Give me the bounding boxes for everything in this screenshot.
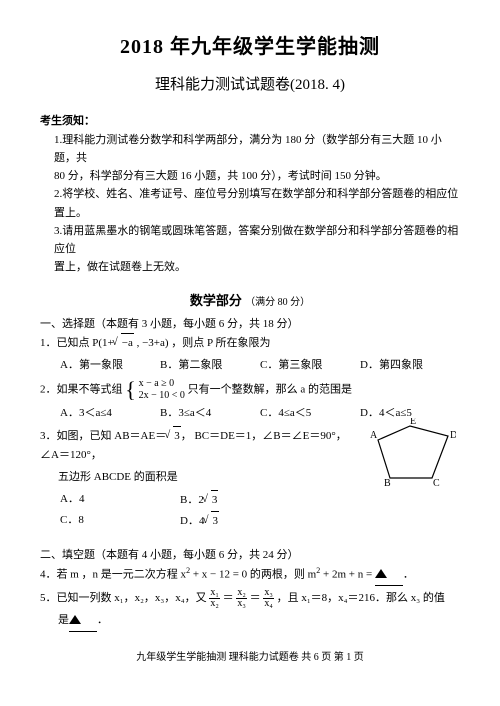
notice-3a: 3.请用蓝黑墨水的钢笔或圆珠笔答题，答案分别做在数学部分和科学部分答题卷的相应位: [54, 222, 460, 258]
subtitle: 理科能力测试试题卷(2018. 4): [40, 73, 460, 94]
q2-B: B．3≤a＜4: [160, 404, 260, 424]
q5-eq1: ＝: [223, 592, 234, 604]
q1-B: B．第二象限: [160, 356, 260, 376]
q3-figure: A E D C B: [368, 418, 456, 488]
q1-stem-c: , −3+a) ，则点 P 所在象限为: [134, 337, 271, 349]
q4-b: + x − 12 = 0 的两根，则 m: [190, 568, 316, 580]
q2-sys1: x − a ≥ 0: [139, 378, 185, 390]
q2-system: x − a ≥ 0 2x − 10 < 0: [139, 378, 185, 402]
q5-l2: 是．: [40, 611, 460, 632]
notice-1a: 1.理科能力测试卷分数学和科学两部分，满分为 180 分（数学部分有三大题 10…: [54, 131, 460, 167]
notice-2: 2.将学校、姓名、准考证号、座位号分别填写在数学部分和科学部分答题卷的相应位置上…: [54, 185, 460, 221]
section-2-head: 二、填空题（本题有 4 小题，每小题 6 分，共 24 分）: [40, 546, 460, 562]
math-section-head: 数学部分 （满分 80 分）: [40, 290, 460, 309]
q1-options: A．第一象限 B．第二象限 C．第三象限 D．第四象限: [60, 356, 460, 376]
q5-a: 5．已知一列数 x₁，x₂，x₃，x₄，又: [40, 592, 207, 604]
main-title: 2018 年九年级学生学能抽测: [40, 30, 460, 59]
q1-D: D．第四象限: [360, 356, 460, 376]
q5-f3: x₃x₄: [263, 588, 274, 609]
q3-C: C．8: [60, 511, 180, 532]
q5-f1: x₁x₂: [209, 588, 220, 609]
q2-sys2: 2x − 10 < 0: [139, 390, 185, 402]
q2: 2．如果不等式组 { x − a ≥ 0 2x − 10 < 0 只有一个整数解…: [40, 378, 460, 402]
lbl-D: D: [450, 430, 456, 441]
brace-icon: {: [125, 380, 136, 400]
triangle-icon: [375, 569, 387, 578]
q5-f2: x₂x₃: [236, 588, 247, 609]
q5-eq2: ＝: [250, 592, 261, 604]
q2-A: A．3＜a≤4: [60, 404, 160, 424]
q2-tail: 只有一个整数解，那么 a 的范围是: [188, 383, 352, 395]
q2-C: C．4≤a＜5: [260, 404, 360, 424]
section-1-head: 一、选择题（本题有 3 小题，每小题 6 分，共 18 分）: [40, 315, 460, 331]
math-section-title: 数学部分: [190, 293, 242, 308]
q3-options-row2: C．8 D．43: [60, 511, 300, 532]
q3-A: A．4: [60, 490, 180, 511]
math-section-pts: （满分 80 分）: [245, 297, 310, 308]
q2-lead: 2．如果不等式组: [40, 383, 123, 395]
q3-options-row1: A．4 B．23: [60, 490, 300, 511]
notice-list: 1.理科能力测试卷分数学和科学两部分，满分为 180 分（数学部分有三大题 10…: [40, 131, 460, 276]
notice-header: 考生须知：: [40, 112, 460, 128]
q5-blank: [69, 611, 97, 632]
q3-D: D．43: [180, 511, 300, 532]
q4-c: + 2m + n =: [320, 568, 375, 580]
q2-options: A．3＜a≤4 B．3≤a＜4 C．4≤a＜5 D．4＜a≤5: [60, 404, 460, 424]
q1: 1．已知点 P(1+ −a , −3+a) ，则点 P 所在象限为: [40, 333, 460, 354]
q5: 5．已知一列数 x₁，x₂，x₃，x₄，又 x₁x₂ ＝ x₂x₃ ＝ x₃x₄…: [40, 588, 460, 609]
notice-3b: 置上，做在试题卷上无效。: [54, 258, 460, 276]
lbl-A: A: [370, 430, 378, 441]
q3-l1a: 3．如图，已知 AB＝AE＝: [40, 430, 166, 442]
q5-l2-txt: 是: [58, 614, 69, 626]
q4-a: 4．若 m ，n 是一元二次方程 x: [40, 568, 186, 580]
q4: 4．若 m ，n 是一元二次方程 x2 + x − 12 = 0 的两根，则 m…: [40, 564, 460, 586]
notice-1b: 80 分，科学部分有三大题 16 小题，共 100 分），考试时间 150 分钟…: [54, 167, 460, 185]
lbl-C: C: [433, 478, 440, 488]
page-footer: 九年级学生学能抽测 理科能力试题卷 共 6 页 第 1 页: [40, 648, 460, 663]
q3-rad1: 3: [173, 426, 181, 447]
q3-B: B．23: [180, 490, 300, 511]
q1-A: A．第一象限: [60, 356, 160, 376]
q1-stem-a: 1．已知点 P(1+: [40, 337, 114, 349]
q2-D: D．4＜a≤5: [360, 404, 460, 424]
q5-end: ．: [97, 614, 108, 626]
q1-C: C．第三象限: [260, 356, 360, 376]
q4-d: ．: [403, 568, 414, 580]
q1-rad: −a: [121, 333, 134, 354]
q5-tail: ，且 x₁＝8，x₄＝216．那么 x₃ 的值: [277, 592, 445, 604]
q4-blank: [375, 565, 403, 586]
lbl-B: B: [384, 478, 391, 488]
pentagon-icon: A E D C B: [368, 418, 456, 488]
triangle-icon-2: [69, 615, 81, 624]
